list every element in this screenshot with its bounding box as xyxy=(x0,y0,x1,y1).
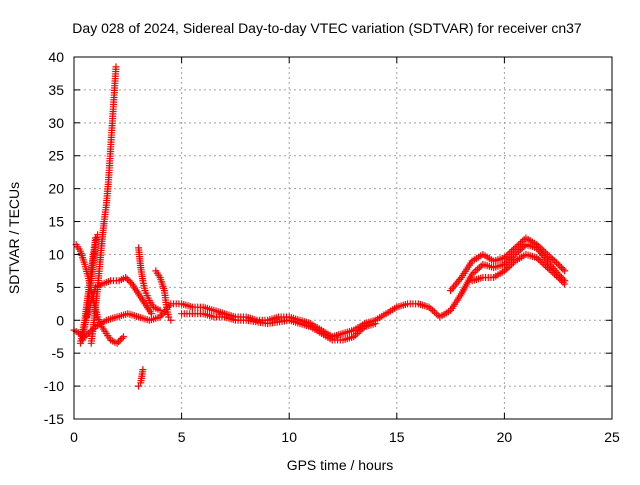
data-point xyxy=(122,273,130,281)
x-tick-label: 10 xyxy=(281,429,297,445)
data-point xyxy=(119,333,127,341)
x-tick-label: 15 xyxy=(389,429,405,445)
data-point xyxy=(561,280,569,288)
data-point xyxy=(477,262,485,270)
data-point xyxy=(552,272,560,280)
y-tick-label: 25 xyxy=(48,148,64,164)
y-tick-label: -5 xyxy=(52,345,65,361)
axis-ticks: 0 5 10 15 20 25 -15 -10 -5 0 5 10 15 20 25 30 35 40 xyxy=(44,49,620,445)
series-hump-4h xyxy=(152,267,175,324)
data-point xyxy=(506,249,514,257)
data-point xyxy=(559,265,567,273)
series-lower-arc xyxy=(468,250,569,288)
x-axis-title: GPS time / hours xyxy=(287,457,394,473)
y-tick-label: 40 xyxy=(48,49,64,65)
data-point xyxy=(561,267,569,275)
data-point xyxy=(542,262,550,270)
data-point xyxy=(509,252,517,260)
data-point xyxy=(123,275,131,283)
data-point xyxy=(506,262,514,270)
series-upper-arc xyxy=(447,234,569,295)
series-spike-3h xyxy=(135,244,164,314)
data-point xyxy=(429,306,437,314)
data-point xyxy=(506,255,514,263)
series-outlier-3h xyxy=(135,366,147,390)
data-point xyxy=(554,273,562,281)
x-tick-label: 20 xyxy=(497,429,513,445)
data-point xyxy=(508,260,516,268)
y-tick-label: 35 xyxy=(48,82,64,98)
data-point xyxy=(472,267,480,275)
data-point xyxy=(112,63,120,71)
y-tick-label: -15 xyxy=(44,411,64,427)
data-point xyxy=(557,277,565,285)
plot-frame xyxy=(73,56,613,420)
data-point xyxy=(147,310,155,318)
y-tick-label: 15 xyxy=(48,214,64,230)
data-point xyxy=(508,247,516,255)
data-point xyxy=(545,252,553,260)
x-tick-label: 0 xyxy=(70,429,78,445)
y-tick-label: 10 xyxy=(48,246,64,262)
data-point xyxy=(517,246,525,254)
data-point xyxy=(139,366,147,374)
data-point xyxy=(515,241,523,249)
data-point xyxy=(509,246,517,254)
data-point xyxy=(554,260,562,268)
y-axis-title: SDTVAR / TECUs xyxy=(6,182,22,294)
data-points xyxy=(70,63,569,390)
data-point xyxy=(430,308,438,316)
data-point xyxy=(113,339,121,347)
y-tick-label: -10 xyxy=(44,378,64,394)
data-point xyxy=(556,275,564,283)
x-tick-label: 25 xyxy=(604,429,620,445)
series-secondary-band xyxy=(178,310,379,344)
data-point xyxy=(371,320,379,328)
data-point xyxy=(474,265,481,273)
data-point xyxy=(559,278,567,286)
series-early-hump xyxy=(83,273,155,321)
data-point xyxy=(556,262,564,270)
y-tick-label: 20 xyxy=(48,181,64,197)
chart-title: Day 028 of 2024, Sidereal Day-to-day VTE… xyxy=(72,20,582,36)
data-point xyxy=(126,278,134,286)
data-point xyxy=(511,244,519,252)
data-point xyxy=(513,242,521,250)
data-point xyxy=(125,277,133,285)
data-point xyxy=(167,316,175,324)
grid xyxy=(74,57,612,419)
y-tick-label: 5 xyxy=(56,279,64,295)
data-point xyxy=(520,242,528,250)
series-steep-rise xyxy=(87,63,120,347)
data-point xyxy=(116,336,124,344)
data-point xyxy=(504,250,512,258)
data-point xyxy=(517,239,525,247)
y-tick-label: 30 xyxy=(48,115,64,131)
data-point xyxy=(156,306,164,314)
x-tick-label: 5 xyxy=(178,429,186,445)
data-point xyxy=(94,231,102,239)
data-point xyxy=(115,338,123,346)
data-point xyxy=(118,334,126,342)
data-point xyxy=(557,264,565,272)
y-tick-label: 0 xyxy=(56,312,64,328)
